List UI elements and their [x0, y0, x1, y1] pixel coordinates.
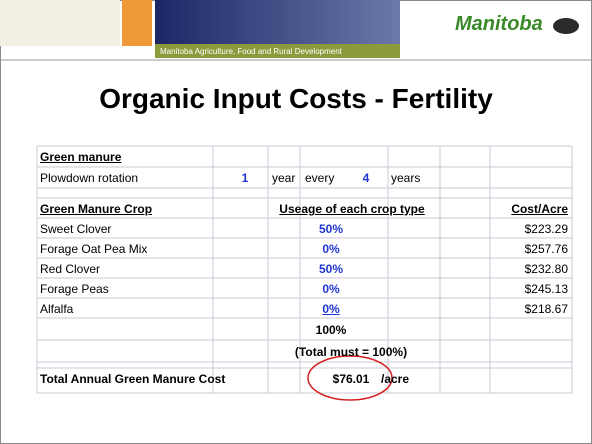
column-header: Green Manure Crop	[40, 202, 153, 216]
highlight-circle	[307, 355, 393, 401]
crop-name: Sweet Clover	[40, 222, 112, 236]
crop-usage: 50%	[318, 222, 344, 236]
banner-left	[0, 0, 120, 46]
usage-total: 100%	[315, 323, 347, 337]
crop-usage: 50%	[318, 262, 344, 276]
bison-icon	[553, 18, 579, 34]
crop-name: Forage Oat Pea Mix	[40, 242, 148, 256]
usage-note: (Total must = 100%)	[294, 345, 408, 359]
total-label: Total Annual Green Manure Cost	[40, 372, 226, 386]
brand-logo: Manitoba	[455, 13, 543, 35]
crop-usage: 0%	[322, 282, 340, 296]
crop-cost: $218.67	[524, 302, 568, 316]
total-value: $76.01	[332, 372, 370, 386]
rotation-label: Plowdown rotation	[40, 171, 139, 185]
rotation-value: 1	[241, 171, 249, 185]
rotation-value: 4	[362, 171, 370, 185]
crop-name: Forage Peas	[40, 282, 109, 296]
column-header: Cost/Acre	[511, 202, 568, 216]
rotation-word: year	[272, 171, 296, 185]
crop-usage: 0%	[322, 242, 340, 256]
crop-name: Red Clover	[40, 262, 101, 276]
total-unit: /acre	[381, 372, 410, 386]
crop-usage: 0%	[322, 302, 340, 316]
crop-name: Alfalfa	[40, 302, 74, 316]
banner-blue	[155, 0, 400, 44]
rotation-word: every	[305, 171, 335, 185]
column-header: Useage of each crop type	[279, 202, 425, 216]
slide-title: Organic Input Costs - Fertility	[99, 83, 493, 114]
table-grid	[36, 145, 573, 394]
crop-cost: $223.29	[524, 222, 568, 236]
banner-orange	[122, 0, 152, 46]
crop-cost: $232.80	[524, 262, 568, 276]
banner-subtitle: Manitoba Agriculture, Food and Rural Dev…	[160, 47, 342, 56]
crop-cost: $257.76	[524, 242, 568, 256]
crop-cost: $245.13	[524, 282, 568, 296]
rotation-word: years	[391, 171, 421, 185]
banner-green	[155, 44, 400, 58]
section-label: Green manure	[40, 150, 122, 164]
